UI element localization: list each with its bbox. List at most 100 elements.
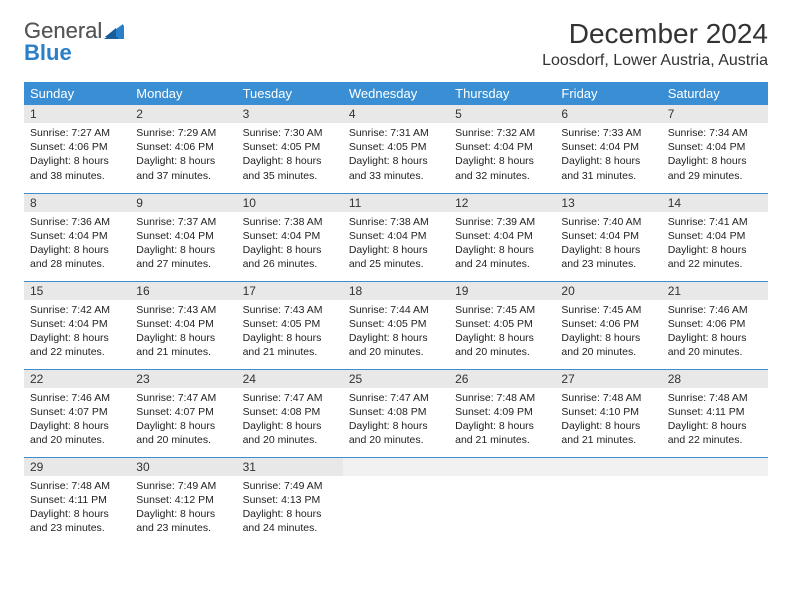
day-number: 10 xyxy=(237,194,343,212)
day-number: 25 xyxy=(343,370,449,388)
day-details: Sunrise: 7:48 AMSunset: 4:11 PMDaylight:… xyxy=(662,388,768,454)
calendar-cell: 20Sunrise: 7:45 AMSunset: 4:06 PMDayligh… xyxy=(555,281,661,369)
day-number: 20 xyxy=(555,282,661,300)
calendar-cell: 31Sunrise: 7:49 AMSunset: 4:13 PMDayligh… xyxy=(237,457,343,545)
calendar-cell: 7Sunrise: 7:34 AMSunset: 4:04 PMDaylight… xyxy=(662,105,768,193)
weekday-header: Saturday xyxy=(662,82,768,105)
weekday-header: Thursday xyxy=(449,82,555,105)
day-details: Sunrise: 7:34 AMSunset: 4:04 PMDaylight:… xyxy=(662,123,768,189)
day-details: Sunrise: 7:38 AMSunset: 4:04 PMDaylight:… xyxy=(343,212,449,278)
weekday-header: Wednesday xyxy=(343,82,449,105)
day-number: 19 xyxy=(449,282,555,300)
calendar-cell: 26Sunrise: 7:48 AMSunset: 4:09 PMDayligh… xyxy=(449,369,555,457)
calendar-table: Sunday Monday Tuesday Wednesday Thursday… xyxy=(24,82,768,545)
calendar-row: 1Sunrise: 7:27 AMSunset: 4:06 PMDaylight… xyxy=(24,105,768,193)
calendar-cell: 5Sunrise: 7:32 AMSunset: 4:04 PMDaylight… xyxy=(449,105,555,193)
day-details: Sunrise: 7:47 AMSunset: 4:08 PMDaylight:… xyxy=(237,388,343,454)
day-details: Sunrise: 7:44 AMSunset: 4:05 PMDaylight:… xyxy=(343,300,449,366)
day-number-empty xyxy=(343,458,449,476)
day-number: 27 xyxy=(555,370,661,388)
day-details-empty xyxy=(662,476,768,485)
day-number: 26 xyxy=(449,370,555,388)
calendar-cell: 23Sunrise: 7:47 AMSunset: 4:07 PMDayligh… xyxy=(130,369,236,457)
day-details: Sunrise: 7:40 AMSunset: 4:04 PMDaylight:… xyxy=(555,212,661,278)
month-title: December 2024 xyxy=(542,18,768,50)
day-number: 17 xyxy=(237,282,343,300)
day-details: Sunrise: 7:32 AMSunset: 4:04 PMDaylight:… xyxy=(449,123,555,189)
calendar-cell-empty xyxy=(555,457,661,545)
calendar-cell: 28Sunrise: 7:48 AMSunset: 4:11 PMDayligh… xyxy=(662,369,768,457)
day-details: Sunrise: 7:31 AMSunset: 4:05 PMDaylight:… xyxy=(343,123,449,189)
calendar-cell: 1Sunrise: 7:27 AMSunset: 4:06 PMDaylight… xyxy=(24,105,130,193)
day-details: Sunrise: 7:47 AMSunset: 4:08 PMDaylight:… xyxy=(343,388,449,454)
day-details: Sunrise: 7:37 AMSunset: 4:04 PMDaylight:… xyxy=(130,212,236,278)
calendar-cell: 19Sunrise: 7:45 AMSunset: 4:05 PMDayligh… xyxy=(449,281,555,369)
calendar-cell-empty xyxy=(343,457,449,545)
day-number: 3 xyxy=(237,105,343,123)
day-number: 2 xyxy=(130,105,236,123)
calendar-cell: 11Sunrise: 7:38 AMSunset: 4:04 PMDayligh… xyxy=(343,193,449,281)
location-text: Loosdorf, Lower Austria, Austria xyxy=(542,52,768,70)
calendar-cell: 18Sunrise: 7:44 AMSunset: 4:05 PMDayligh… xyxy=(343,281,449,369)
day-number: 7 xyxy=(662,105,768,123)
day-number: 4 xyxy=(343,105,449,123)
calendar-cell: 8Sunrise: 7:36 AMSunset: 4:04 PMDaylight… xyxy=(24,193,130,281)
day-details-empty xyxy=(343,476,449,485)
day-number: 16 xyxy=(130,282,236,300)
day-details: Sunrise: 7:48 AMSunset: 4:09 PMDaylight:… xyxy=(449,388,555,454)
day-details: Sunrise: 7:48 AMSunset: 4:10 PMDaylight:… xyxy=(555,388,661,454)
day-number-empty xyxy=(555,458,661,476)
day-details: Sunrise: 7:42 AMSunset: 4:04 PMDaylight:… xyxy=(24,300,130,366)
weekday-header: Friday xyxy=(555,82,661,105)
header: General December 2024 Loosdorf, Lower Au… xyxy=(24,18,768,70)
calendar-cell: 15Sunrise: 7:42 AMSunset: 4:04 PMDayligh… xyxy=(24,281,130,369)
calendar-cell: 13Sunrise: 7:40 AMSunset: 4:04 PMDayligh… xyxy=(555,193,661,281)
calendar-cell: 3Sunrise: 7:30 AMSunset: 4:05 PMDaylight… xyxy=(237,105,343,193)
calendar-cell-empty xyxy=(449,457,555,545)
day-details: Sunrise: 7:47 AMSunset: 4:07 PMDaylight:… xyxy=(130,388,236,454)
calendar-cell: 24Sunrise: 7:47 AMSunset: 4:08 PMDayligh… xyxy=(237,369,343,457)
weekday-header-row: Sunday Monday Tuesday Wednesday Thursday… xyxy=(24,82,768,105)
calendar-cell: 10Sunrise: 7:38 AMSunset: 4:04 PMDayligh… xyxy=(237,193,343,281)
day-details: Sunrise: 7:38 AMSunset: 4:04 PMDaylight:… xyxy=(237,212,343,278)
day-number: 24 xyxy=(237,370,343,388)
calendar-cell: 30Sunrise: 7:49 AMSunset: 4:12 PMDayligh… xyxy=(130,457,236,545)
weekday-header: Tuesday xyxy=(237,82,343,105)
logo-sail-icon xyxy=(103,23,125,39)
calendar-cell-empty xyxy=(662,457,768,545)
day-details: Sunrise: 7:45 AMSunset: 4:05 PMDaylight:… xyxy=(449,300,555,366)
day-number: 15 xyxy=(24,282,130,300)
day-details: Sunrise: 7:49 AMSunset: 4:13 PMDaylight:… xyxy=(237,476,343,542)
day-details: Sunrise: 7:29 AMSunset: 4:06 PMDaylight:… xyxy=(130,123,236,189)
calendar-row: 29Sunrise: 7:48 AMSunset: 4:11 PMDayligh… xyxy=(24,457,768,545)
calendar-cell: 16Sunrise: 7:43 AMSunset: 4:04 PMDayligh… xyxy=(130,281,236,369)
day-number: 13 xyxy=(555,194,661,212)
day-number: 23 xyxy=(130,370,236,388)
calendar-cell: 6Sunrise: 7:33 AMSunset: 4:04 PMDaylight… xyxy=(555,105,661,193)
calendar-body: 1Sunrise: 7:27 AMSunset: 4:06 PMDaylight… xyxy=(24,105,768,545)
day-number: 18 xyxy=(343,282,449,300)
day-details-empty xyxy=(555,476,661,485)
day-details: Sunrise: 7:46 AMSunset: 4:07 PMDaylight:… xyxy=(24,388,130,454)
day-details: Sunrise: 7:46 AMSunset: 4:06 PMDaylight:… xyxy=(662,300,768,366)
day-details: Sunrise: 7:43 AMSunset: 4:04 PMDaylight:… xyxy=(130,300,236,366)
day-number: 21 xyxy=(662,282,768,300)
day-number-empty xyxy=(449,458,555,476)
weekday-header: Monday xyxy=(130,82,236,105)
weekday-header: Sunday xyxy=(24,82,130,105)
day-details: Sunrise: 7:41 AMSunset: 4:04 PMDaylight:… xyxy=(662,212,768,278)
day-number: 29 xyxy=(24,458,130,476)
day-details: Sunrise: 7:43 AMSunset: 4:05 PMDaylight:… xyxy=(237,300,343,366)
day-number: 8 xyxy=(24,194,130,212)
calendar-row: 8Sunrise: 7:36 AMSunset: 4:04 PMDaylight… xyxy=(24,193,768,281)
calendar-cell: 29Sunrise: 7:48 AMSunset: 4:11 PMDayligh… xyxy=(24,457,130,545)
day-number: 28 xyxy=(662,370,768,388)
day-number: 6 xyxy=(555,105,661,123)
title-block: December 2024 Loosdorf, Lower Austria, A… xyxy=(542,18,768,70)
day-number: 12 xyxy=(449,194,555,212)
calendar-row: 15Sunrise: 7:42 AMSunset: 4:04 PMDayligh… xyxy=(24,281,768,369)
day-details-empty xyxy=(449,476,555,485)
brand-logo-stack: General Blue xyxy=(24,18,125,66)
day-number: 1 xyxy=(24,105,130,123)
calendar-cell: 2Sunrise: 7:29 AMSunset: 4:06 PMDaylight… xyxy=(130,105,236,193)
